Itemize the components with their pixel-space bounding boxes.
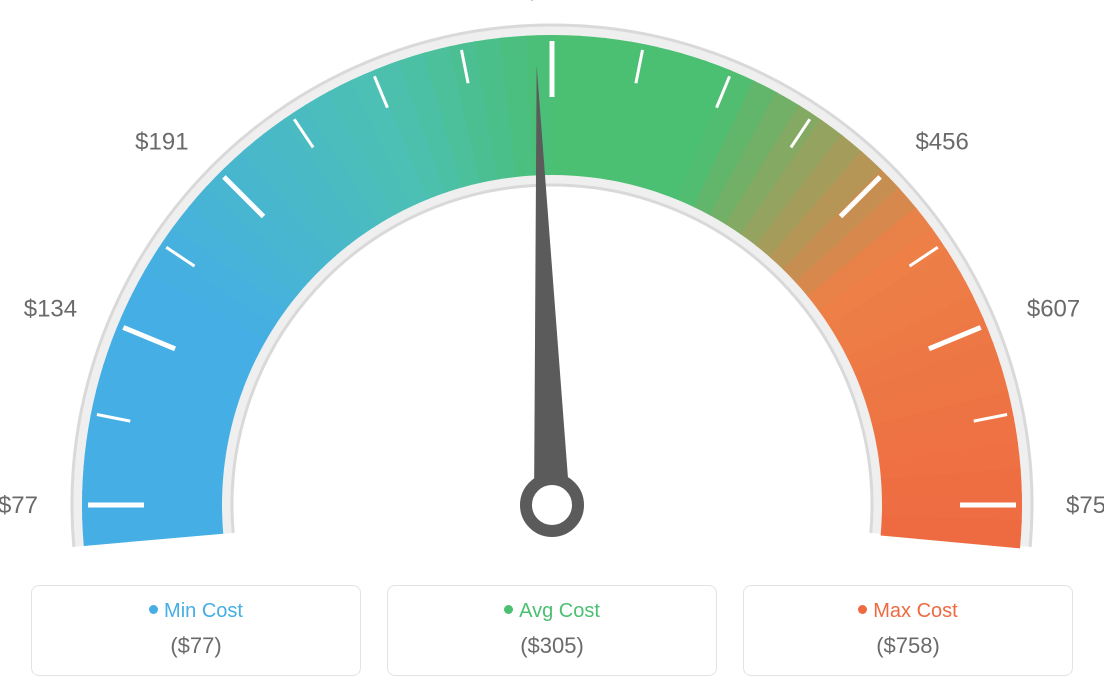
svg-text:$305: $305 [525, 0, 578, 5]
svg-text:$77: $77 [0, 492, 38, 519]
legend-title-avg: Avg Cost [398, 600, 706, 623]
legend-value-avg: ($305) [398, 633, 706, 659]
legend-label-min: Min Cost [164, 600, 243, 622]
legend-dot-min [149, 605, 158, 614]
legend-card-max: Max Cost ($758) [743, 585, 1073, 676]
svg-text:$456: $456 [915, 129, 968, 156]
legend-card-min: Min Cost ($77) [31, 585, 361, 676]
legend-value-max: ($758) [754, 633, 1062, 659]
svg-text:$191: $191 [135, 129, 188, 156]
legend-title-min: Min Cost [42, 600, 350, 623]
legend-value-min: ($77) [42, 633, 350, 659]
cost-gauge: $77 $134 $191 $305 $456 $607 $758 [0, 0, 1104, 560]
legend-dot-max [858, 605, 867, 614]
legend-title-max: Max Cost [754, 600, 1062, 623]
svg-text:$607: $607 [1027, 295, 1080, 322]
legend-label-avg: Avg Cost [519, 600, 600, 622]
svg-text:$758: $758 [1066, 492, 1104, 519]
legend-dot-avg [504, 605, 513, 614]
legend-card-avg: Avg Cost ($305) [387, 585, 717, 676]
legend-row: Min Cost ($77) Avg Cost ($305) Max Cost … [0, 570, 1104, 690]
svg-text:$134: $134 [24, 295, 77, 322]
legend-label-max: Max Cost [873, 600, 957, 622]
